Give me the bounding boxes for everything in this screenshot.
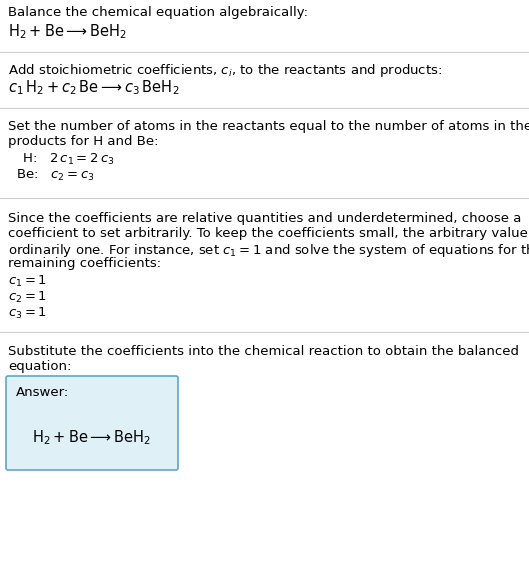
Text: Substitute the coefficients into the chemical reaction to obtain the balanced: Substitute the coefficients into the che… [8, 345, 519, 358]
FancyBboxPatch shape [6, 376, 178, 470]
Text: Since the coefficients are relative quantities and underdetermined, choose a: Since the coefficients are relative quan… [8, 212, 522, 225]
Text: coefficient to set arbitrarily. To keep the coefficients small, the arbitrary va: coefficient to set arbitrarily. To keep … [8, 227, 529, 240]
Text: $\mathrm{H}_2 + \mathrm{Be} \longrightarrow \mathrm{BeH}_2$: $\mathrm{H}_2 + \mathrm{Be} \longrightar… [8, 22, 127, 41]
Text: H:   $2\,c_1 = 2\,c_3$: H: $2\,c_1 = 2\,c_3$ [18, 152, 115, 167]
Text: Add stoichiometric coefficients, $c_i$, to the reactants and products:: Add stoichiometric coefficients, $c_i$, … [8, 62, 442, 79]
Text: products for H and Be:: products for H and Be: [8, 135, 159, 148]
Text: ordinarily one. For instance, set $c_1 = 1$ and solve the system of equations fo: ordinarily one. For instance, set $c_1 =… [8, 242, 529, 259]
Text: $c_3 = 1$: $c_3 = 1$ [8, 306, 47, 321]
Text: $c_1\,\mathrm{H}_2 + c_2\,\mathrm{Be} \longrightarrow c_3\,\mathrm{BeH}_2$: $c_1\,\mathrm{H}_2 + c_2\,\mathrm{Be} \l… [8, 78, 179, 97]
Text: Answer:: Answer: [16, 386, 69, 399]
Text: $c_1 = 1$: $c_1 = 1$ [8, 274, 47, 289]
Text: Set the number of atoms in the reactants equal to the number of atoms in the: Set the number of atoms in the reactants… [8, 120, 529, 133]
Text: remaining coefficients:: remaining coefficients: [8, 257, 161, 270]
Text: $c_2 = 1$: $c_2 = 1$ [8, 290, 47, 305]
Text: Be:   $c_2 = c_3$: Be: $c_2 = c_3$ [16, 168, 95, 183]
Text: $\mathrm{H}_2 + \mathrm{Be} \longrightarrow \mathrm{BeH}_2$: $\mathrm{H}_2 + \mathrm{Be} \longrightar… [32, 428, 152, 447]
Text: Balance the chemical equation algebraically:: Balance the chemical equation algebraica… [8, 6, 308, 19]
Text: equation:: equation: [8, 360, 71, 373]
